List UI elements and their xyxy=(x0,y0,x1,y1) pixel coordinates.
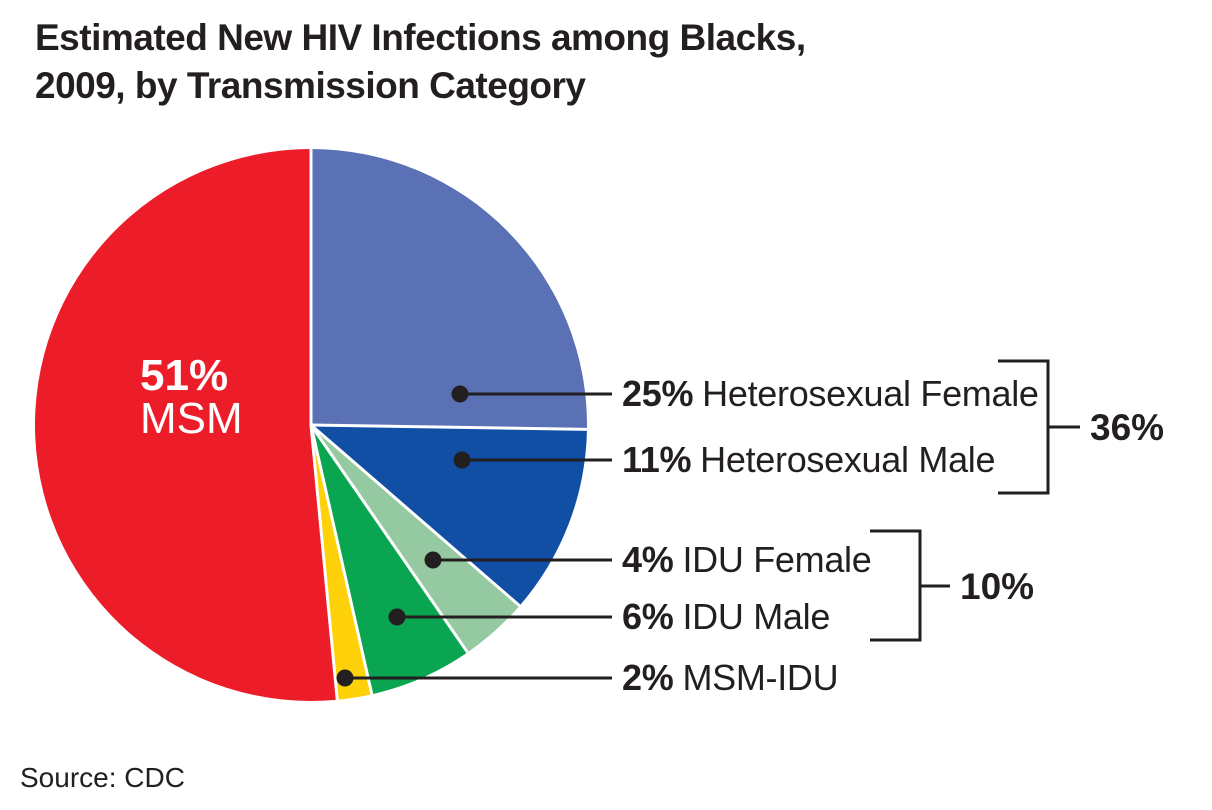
pie-slice-idu-male xyxy=(311,425,468,695)
pie-slice-heterosexual-female xyxy=(311,149,588,430)
callout-msm-idu: 2% MSM-IDU xyxy=(622,656,839,700)
callout-idu-female: 4% IDU Female xyxy=(622,538,872,582)
chart-title: Estimated New HIV Infections among Black… xyxy=(35,14,806,110)
callout-label-idu-male: IDU Male xyxy=(682,596,831,637)
slice-divider-4 xyxy=(309,424,374,695)
callout-pct-msm-idu: 2% xyxy=(622,657,674,698)
callout-pct-heterosexual-female: 25% xyxy=(622,373,694,414)
pie-slice-idu-female xyxy=(311,425,520,653)
leader-dot-idu-male xyxy=(388,608,406,626)
callout-pct-idu-male: 6% xyxy=(622,596,674,637)
callout-pct-idu-female: 4% xyxy=(622,539,674,580)
slice-divider-2 xyxy=(310,423,521,607)
group-label-heterosexual-total: 36% xyxy=(1090,407,1165,448)
callout-heterosexual-male: 11% Heterosexual Male xyxy=(622,438,996,482)
bracket-idu-total xyxy=(870,529,922,642)
slice-divider-5 xyxy=(309,424,339,700)
source-note: Source: CDC xyxy=(20,762,185,793)
callout-label-idu-female: IDU Female xyxy=(682,539,872,580)
callout-heterosexual-female: 25% Heterosexual Female xyxy=(622,372,1039,416)
leader-lines-group xyxy=(336,385,612,687)
callout-pct-heterosexual-male: 11% xyxy=(622,439,692,480)
msm-slice-pct: 51% xyxy=(140,351,229,400)
leader-dot-msm-idu xyxy=(336,669,354,687)
callout-idu-male: 6% IDU Male xyxy=(622,595,830,639)
group-label-idu-total: 10% xyxy=(960,566,1035,607)
chart-title-line2: 2009, by Transmission Category xyxy=(35,65,586,106)
callout-label-msm-idu: MSM-IDU xyxy=(682,657,839,698)
msm-slice-inside-label: 51% MSM xyxy=(140,351,243,443)
chart-title-line1: Estimated New HIV Infections among Black… xyxy=(35,17,806,58)
callout-label-heterosexual-male: Heterosexual Male xyxy=(700,439,996,480)
msm-slice-name: MSM xyxy=(140,394,243,443)
slice-divider-3 xyxy=(309,424,469,654)
leader-dot-heterosexual-female xyxy=(451,385,469,403)
callout-label-heterosexual-female: Heterosexual Female xyxy=(702,373,1039,414)
slice-dividers-group xyxy=(309,149,587,700)
slice-divider-1 xyxy=(310,423,587,431)
leader-dot-heterosexual-male xyxy=(453,451,471,469)
leader-dot-idu-female xyxy=(424,551,442,569)
pie-slice-msm xyxy=(35,149,338,701)
group-brackets-group xyxy=(870,359,1080,642)
